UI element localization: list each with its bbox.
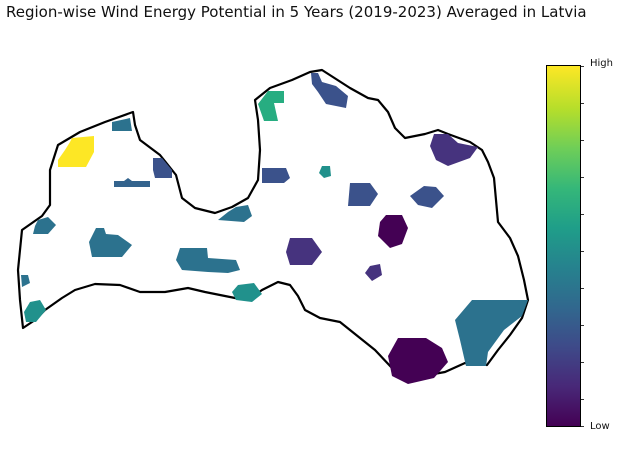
colorbar-tick: [581, 214, 584, 215]
central-purple-region: [348, 183, 378, 206]
sw-coast-region: [24, 300, 46, 322]
colorbar-tick: [581, 103, 584, 104]
colorbar-tick: [581, 177, 584, 178]
north-teal-region: [258, 91, 284, 121]
colorbar-tick: [581, 426, 584, 427]
nw-blue-small-region: [112, 118, 132, 131]
south-dark-region: [388, 338, 448, 384]
nw-yellow-region: [58, 136, 94, 167]
central-south-purple-region: [286, 238, 322, 265]
ne-purple-region: [430, 134, 478, 166]
colorbar-tick: [581, 399, 584, 400]
central-tiny-region: [319, 166, 331, 178]
nw-purple-small-region: [153, 158, 172, 178]
west-mid-region: [89, 228, 132, 257]
central-dark-region: [378, 215, 408, 248]
riga-area-region: [218, 205, 252, 222]
central-north-region: [262, 168, 290, 183]
colorbar-low-label: Low: [590, 421, 610, 432]
colorbar-tick: [581, 251, 584, 252]
east-small-purple-region: [410, 186, 444, 208]
central-west-region: [176, 248, 240, 273]
se-large-teal-region: [455, 300, 528, 366]
west-small-region: [33, 217, 56, 234]
west-coast-tiny-region: [21, 275, 30, 287]
south-small-region: [232, 283, 262, 302]
colorbar-tick: [581, 66, 584, 67]
colorbar: [546, 65, 581, 427]
map-title: Region-wise Wind Energy Potential in 5 Y…: [6, 3, 587, 21]
north-east-blue-region: [311, 73, 348, 108]
colorbar-tick: [581, 140, 584, 141]
colorbar-tick: [581, 325, 584, 326]
colorbar-tick: [581, 362, 584, 363]
colorbar-tick: [581, 288, 584, 289]
south-tiny-region: [365, 264, 382, 281]
west-bar-region: [114, 178, 150, 187]
colorbar-high-label: High: [590, 58, 613, 69]
